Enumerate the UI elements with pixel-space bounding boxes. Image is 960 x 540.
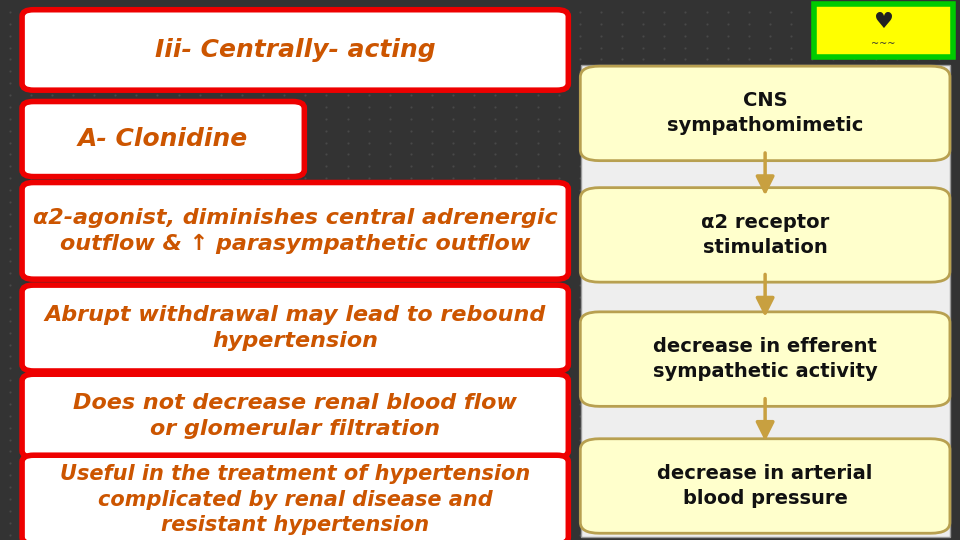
FancyBboxPatch shape [22, 10, 568, 90]
Text: decrease in efferent
sympathetic activity: decrease in efferent sympathetic activit… [653, 337, 877, 381]
Text: decrease in arterial
blood pressure: decrease in arterial blood pressure [658, 464, 873, 508]
FancyBboxPatch shape [814, 4, 953, 57]
Text: Abrupt withdrawal may lead to rebound
hypertension: Abrupt withdrawal may lead to rebound hy… [44, 305, 546, 351]
FancyBboxPatch shape [580, 66, 950, 160]
FancyBboxPatch shape [22, 102, 304, 177]
FancyBboxPatch shape [22, 374, 568, 457]
Text: ~~~: ~~~ [872, 38, 896, 49]
Text: A- Clonidine: A- Clonidine [78, 127, 249, 151]
Text: ♥: ♥ [874, 12, 894, 32]
FancyBboxPatch shape [22, 183, 568, 279]
FancyBboxPatch shape [580, 188, 950, 282]
Text: α2-agonist, diminishes central adrenergic
outflow & ↑ parasympathetic outflow: α2-agonist, diminishes central adrenergi… [33, 208, 558, 254]
Text: Does not decrease renal blood flow
or glomerular filtration: Does not decrease renal blood flow or gl… [73, 393, 517, 438]
FancyBboxPatch shape [22, 285, 568, 371]
FancyBboxPatch shape [580, 438, 950, 534]
FancyBboxPatch shape [581, 65, 950, 537]
Text: α2 receptor
stimulation: α2 receptor stimulation [701, 213, 829, 257]
FancyBboxPatch shape [580, 312, 950, 406]
Text: Iii- Centrally- acting: Iii- Centrally- acting [155, 38, 436, 62]
Text: Useful in the treatment of hypertension
complicated by renal disease and
resista: Useful in the treatment of hypertension … [60, 464, 530, 535]
Text: CNS
sympathomimetic: CNS sympathomimetic [667, 91, 863, 136]
FancyBboxPatch shape [22, 455, 568, 540]
